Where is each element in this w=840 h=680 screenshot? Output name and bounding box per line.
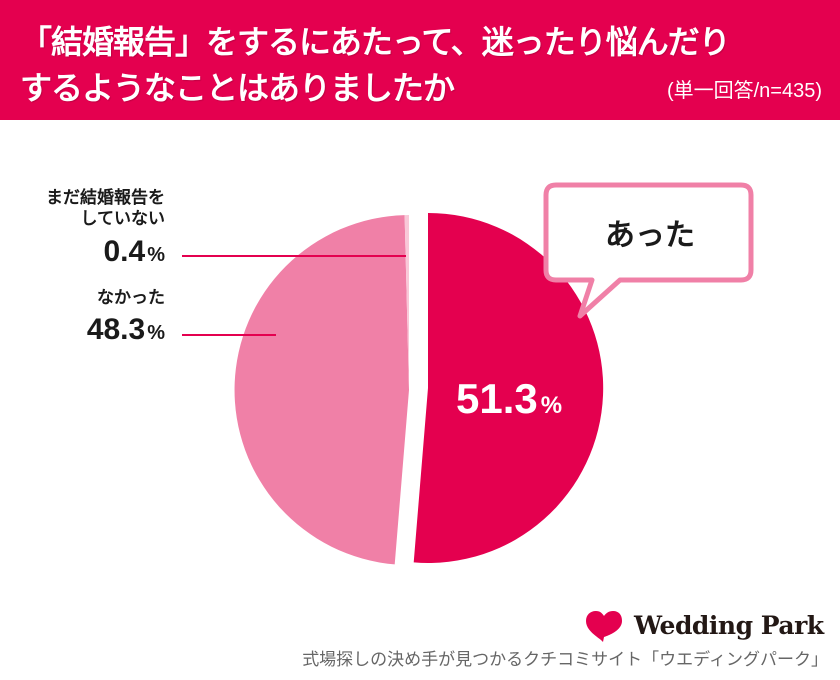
value-not-yet-unit: % [147,244,165,266]
brand-logo-text: Wedding Park [634,610,824,640]
value-yes-unit: % [540,392,563,419]
label-no: なかった [97,288,165,308]
chart-header: 「結婚報告」をするにあたって、迷ったり悩んだり するようなことはありましたか (… [0,0,840,120]
value-no: 48.3% [87,313,165,350]
label-not-yet-line2: していない [80,209,166,229]
value-not-yet: 0.4% [103,235,165,272]
pie-slice-yes [413,212,604,563]
value-yes: 51.3% [456,375,562,423]
chart-title-line-2: するようなことはありましたか [20,69,455,107]
pie-slice-no [234,215,409,565]
chart-subtitle: (単一回答/n=435) [666,80,822,102]
pie-slice-not-yet [404,215,409,390]
value-no-unit: % [147,322,165,344]
value-yes-number: 51.3 [456,375,538,422]
value-no-number: 48.3 [86,313,146,346]
brand-tagline: 式場探しの決め手が見つかるクチコミサイト「ウエディングパーク」 [302,650,828,670]
chart-title-line-1: 「結婚報告」をするにあたって、迷ったり悩んだり [20,23,731,61]
brand-logo: Wedding Park [626,608,824,642]
label-not-yet-line1: まだ結婚報告を [46,188,165,208]
callout-bubble [543,182,754,319]
callout-label-yes: あった [605,218,695,253]
value-not-yet-number: 0.4 [103,235,146,268]
heart-logo-icon [586,611,622,642]
